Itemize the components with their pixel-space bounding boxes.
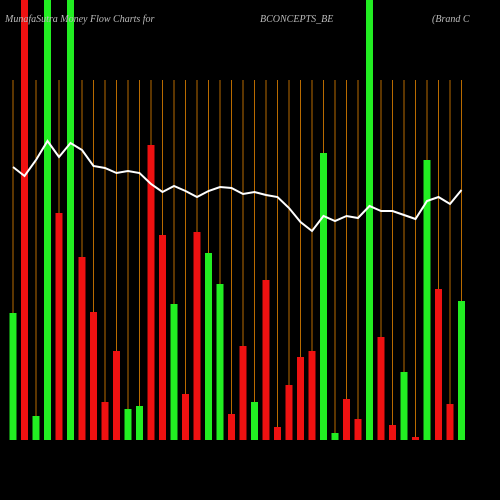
bar	[308, 351, 316, 440]
bar	[239, 346, 247, 440]
bar	[159, 235, 166, 440]
bar	[21, 0, 28, 440]
bar	[216, 284, 224, 440]
bar	[423, 160, 431, 440]
bar	[331, 433, 339, 440]
bar	[320, 153, 327, 440]
bar	[78, 257, 86, 440]
bar	[44, 0, 51, 440]
bar	[228, 414, 235, 440]
bar	[446, 404, 454, 440]
bar	[9, 313, 17, 440]
bar	[170, 304, 178, 440]
bar	[435, 289, 442, 440]
title-left: MunafaSutra Money Flow Charts for	[4, 14, 155, 25]
bar	[297, 357, 304, 440]
bar	[32, 416, 40, 440]
bar	[343, 399, 350, 440]
bar	[251, 402, 258, 440]
bar	[262, 280, 270, 440]
bar	[101, 402, 109, 440]
bar	[285, 385, 293, 440]
bar	[377, 337, 385, 440]
bar	[274, 427, 281, 440]
bars	[9, 0, 465, 440]
bar	[412, 437, 419, 440]
bar	[458, 301, 465, 440]
title-right: (Brand C	[432, 14, 470, 25]
bar	[124, 409, 132, 440]
bar	[400, 372, 408, 440]
title-ticker: BCONCEPTS_BE	[260, 14, 333, 25]
bar	[67, 0, 74, 440]
bar	[389, 425, 396, 440]
bar	[182, 394, 189, 440]
bar	[147, 145, 155, 440]
bar	[205, 253, 212, 440]
bar	[193, 232, 201, 440]
bar	[113, 351, 120, 440]
flow-line	[12, 139, 463, 233]
bar	[136, 406, 143, 440]
bar	[354, 419, 362, 440]
line-layer	[12, 139, 463, 233]
bar	[90, 312, 97, 440]
bar	[55, 213, 63, 440]
bar	[366, 0, 373, 440]
